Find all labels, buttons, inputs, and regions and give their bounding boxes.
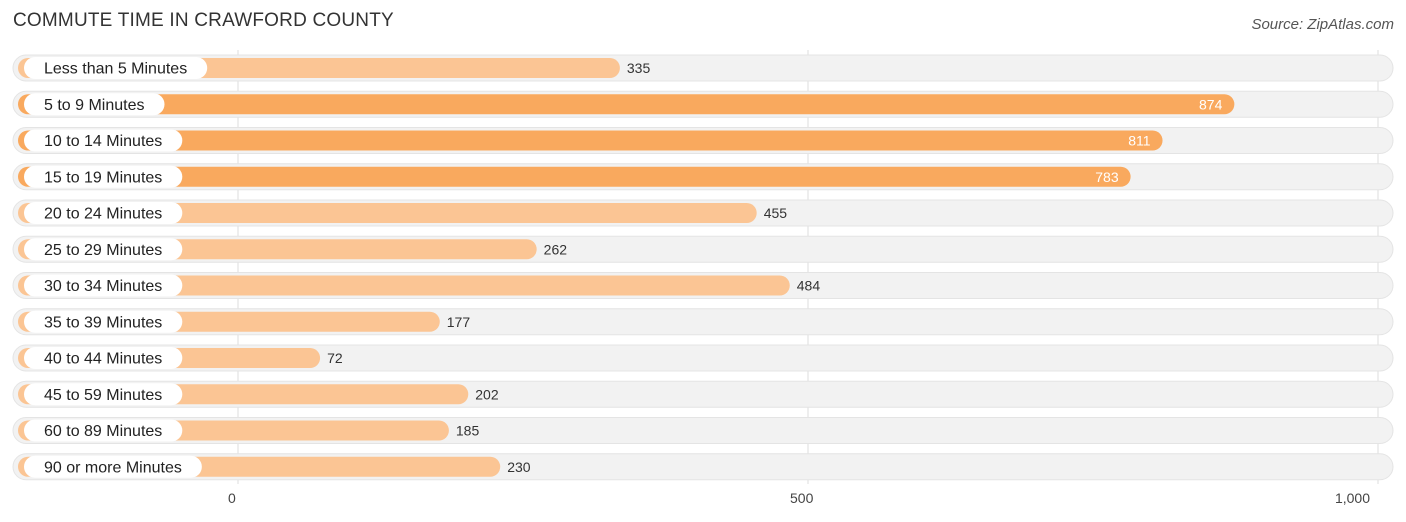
bar-row: 15 to 19 Minutes 783 [12,163,1394,191]
category-label-pill [24,347,183,369]
category-label-pill [24,93,165,116]
category-label-pill [24,202,183,224]
category-label: 35 to 39 Minutes [44,314,162,331]
bar-row: 20 to 24 Minutes 455 [12,199,1394,227]
value-label: 455 [764,205,788,221]
category-label-pill [24,274,183,297]
bar [18,94,1235,115]
category-label-pill [24,383,183,406]
category-label: 20 to 24 Minutes [44,206,162,223]
category-label-pill [24,165,183,188]
category-label-pill [24,419,183,442]
category-label: 10 to 14 Minutes [44,133,162,150]
bar-row: 45 to 59 Minutes 202 [12,380,1394,408]
bar-row: 30 to 34 Minutes 484 [12,272,1394,299]
value-label: 811 [1128,133,1151,149]
category-label-pill [24,310,183,333]
value-label: 262 [544,241,568,257]
bar-row: 40 to 44 Minutes 72 [12,344,1394,372]
x-tick-label: 0 [228,490,236,506]
bar [18,275,790,296]
category-label-pill [24,238,183,261]
x-axis: 0 500 1,000 [228,490,1370,506]
value-label: 177 [447,314,471,330]
bar-row: 25 to 29 Minutes 262 [12,235,1394,263]
category-label: Less than 5 Minutes [44,61,187,78]
category-label: 5 to 9 Minutes [44,97,145,114]
category-label-pill [24,57,208,79]
bar [18,130,1163,151]
x-tick-label: 1,000 [1335,490,1370,506]
value-label: 72 [327,350,343,366]
category-label: 90 or more Minutes [44,459,182,476]
x-tick-label: 500 [790,490,814,506]
value-label: 230 [507,459,531,475]
value-label: 185 [456,423,480,439]
bar-row: Less than 5 Minutes 335 [12,54,1394,82]
bar-row: 5 to 9 Minutes 874 [12,90,1394,118]
category-label-pill [24,129,183,152]
category-label: 40 to 44 Minutes [44,351,162,368]
value-label: 874 [1199,96,1223,112]
gridlines [237,50,1379,484]
category-label: 45 to 59 Minutes [44,387,162,404]
category-label-pill [24,455,202,478]
bar-row: 60 to 89 Minutes 185 [12,417,1394,444]
category-label: 60 to 89 Minutes [44,423,162,440]
value-label: 783 [1095,169,1119,185]
value-label: 202 [475,386,499,402]
category-label: 25 to 29 Minutes [44,242,162,259]
bar-row: 35 to 39 Minutes 177 [12,308,1394,336]
bar [18,203,757,223]
bar-row: 90 or more Minutes 230 [12,453,1394,481]
category-label: 15 to 19 Minutes [44,169,162,186]
row-track [12,344,1394,372]
chart-title: COMMUTE TIME IN CRAWFORD COUNTY [13,10,394,31]
category-label: 30 to 34 Minutes [44,278,162,295]
bar-rows: Less than 5 Minutes 335 5 to 9 Minutes 874 1… [12,54,1394,481]
bar [18,166,1131,187]
bar-row: 10 to 14 Minutes 811 [12,127,1394,154]
value-label: 335 [627,60,651,76]
value-label: 484 [797,278,821,294]
source-note: Source: ZipAtlas.com [1251,16,1394,33]
